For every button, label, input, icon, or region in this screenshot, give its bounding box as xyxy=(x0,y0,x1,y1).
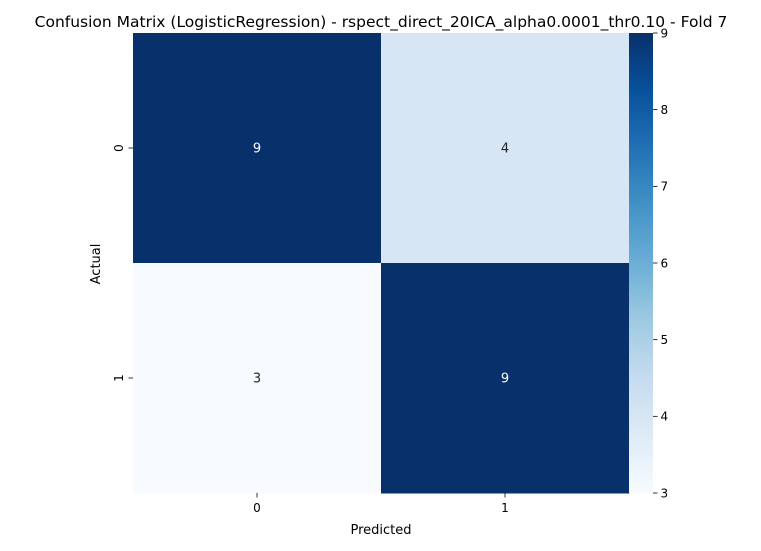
heatmap-cell-0-0 xyxy=(133,33,382,264)
colorbar-tick-label-0: 3 xyxy=(661,486,669,500)
y-tick-label-0: 0 xyxy=(112,144,126,152)
colorbar-tick-label-2: 5 xyxy=(661,333,669,347)
y-tick-label-1: 1 xyxy=(112,374,126,382)
y-axis-label: Actual xyxy=(89,244,104,285)
colorbar xyxy=(629,33,653,493)
cell-annotation-0-1: 4 xyxy=(501,142,509,157)
colorbar-tick-label-5: 8 xyxy=(661,103,669,117)
heatmap-annotations: 9 4 3 9 xyxy=(253,142,509,387)
heatmap-cell-0-1 xyxy=(381,33,630,264)
colorbar-tick-label-3: 6 xyxy=(661,256,669,270)
x-axis-label: Predicted xyxy=(350,523,411,538)
colorbar-tick-label-6: 9 xyxy=(661,26,669,40)
heatmap-cell-1-0 xyxy=(133,263,382,494)
colorbar-tick-label-1: 4 xyxy=(661,410,669,424)
cell-annotation-1-1: 9 xyxy=(501,372,509,387)
x-tick-label-0: 0 xyxy=(253,501,261,515)
heatmap-cells xyxy=(133,33,630,494)
heatmap-cell-1-1 xyxy=(381,263,630,494)
chart-title: Confusion Matrix (LogisticRegression) - … xyxy=(35,13,728,32)
cell-annotation-1-0: 3 xyxy=(253,372,261,387)
colorbar-ticks: 3 4 5 6 7 8 9 xyxy=(653,26,668,500)
colorbar-tick-label-4: 7 xyxy=(661,180,669,194)
y-axis-ticks: 01 xyxy=(112,144,133,382)
x-tick-label-1: 1 xyxy=(501,501,509,515)
cell-annotation-0-0: 9 xyxy=(253,142,261,157)
